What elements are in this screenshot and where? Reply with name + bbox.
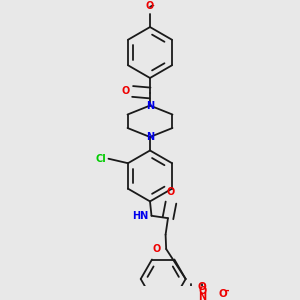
Text: Cl: Cl bbox=[95, 154, 106, 164]
Text: O: O bbox=[218, 289, 227, 299]
Text: -: - bbox=[224, 286, 229, 296]
Text: O: O bbox=[146, 1, 154, 11]
Text: O: O bbox=[198, 282, 207, 292]
Text: N: N bbox=[146, 132, 154, 142]
Text: N: N bbox=[198, 292, 206, 300]
Text: O: O bbox=[152, 244, 161, 254]
Text: HN: HN bbox=[132, 211, 148, 221]
Text: O: O bbox=[167, 187, 175, 197]
Text: O: O bbox=[198, 286, 207, 296]
Text: O: O bbox=[122, 86, 130, 97]
Text: N: N bbox=[146, 100, 154, 110]
